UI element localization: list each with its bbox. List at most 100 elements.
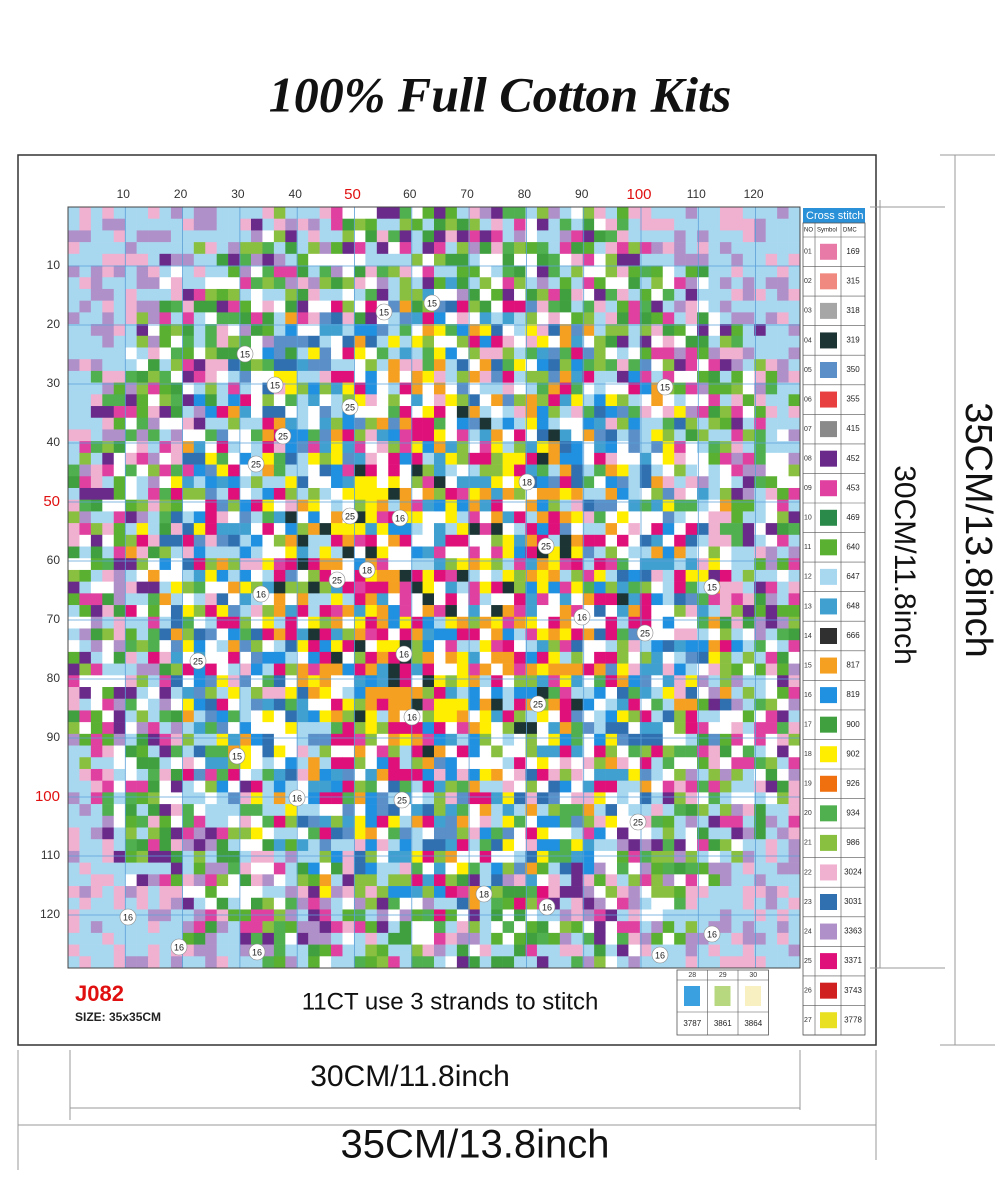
stitch-cell: [491, 464, 503, 477]
stitch-cell: [456, 628, 469, 641]
legend-no: 25: [804, 958, 812, 965]
stitch-cell: [742, 710, 755, 723]
stitch-cell: [434, 722, 446, 735]
stitch-cell: [788, 616, 801, 629]
stitch-cell: [582, 429, 595, 442]
stitch-cell: [708, 487, 721, 500]
stitch-cell: [662, 804, 675, 817]
stitch-cell: [216, 792, 229, 805]
stitch-cell: [525, 616, 538, 629]
stitch-cell: [148, 230, 160, 243]
stitch-cell: [548, 862, 561, 875]
stitch-cell: [193, 277, 206, 290]
stitch-cell: [262, 429, 275, 442]
stitch-cell: [708, 207, 721, 220]
top-tick-label: 80: [518, 187, 532, 201]
stitch-cell: [216, 722, 229, 735]
stitch-cell: [491, 815, 503, 828]
stitch-cell: [571, 862, 583, 875]
stitch-cell: [319, 546, 332, 559]
stitch-cell: [754, 956, 766, 969]
stitch-cell: [708, 558, 721, 571]
marker-circle: [538, 898, 556, 916]
stitch-cell: [594, 909, 606, 922]
stitch-cell: [445, 242, 458, 255]
stitch-cell: [697, 417, 709, 430]
stitch-cell: [331, 768, 343, 781]
stitch-cell: [353, 429, 366, 442]
stitch-cell: [651, 253, 664, 266]
stitch-cell: [674, 242, 686, 255]
stitch-cell: [491, 406, 503, 419]
stitch-cell: [548, 722, 561, 735]
stitch-cell: [296, 277, 309, 290]
stitch-cell: [719, 616, 732, 629]
stitch-cell: [159, 839, 172, 852]
stitch-cell: [685, 897, 698, 910]
stitch-cell: [639, 476, 652, 489]
stitch-cell: [273, 722, 286, 735]
stitch-cell: [582, 745, 595, 758]
stitch-cell: [754, 663, 766, 676]
stitch-cell: [708, 288, 721, 301]
marker-label: 16: [174, 942, 184, 952]
stitch-cell: [331, 452, 343, 465]
stitch-cell: [674, 370, 686, 383]
stitch-cell: [685, 230, 698, 243]
stitch-cell: [628, 476, 641, 489]
stitch-cell: [582, 827, 595, 840]
stitch-cell: [182, 862, 195, 875]
stitch-cell: [148, 710, 160, 723]
stitch-cell: [548, 370, 561, 383]
stitch-cell: [514, 288, 526, 301]
stitch-cell: [308, 827, 320, 840]
stitch-cell: [159, 909, 172, 922]
stitch-cell: [68, 593, 80, 606]
stitch-cell: [708, 757, 721, 770]
stitch-cell: [674, 616, 686, 629]
stitch-cell: [514, 429, 526, 442]
stitch-cell: [182, 523, 195, 536]
stitch-cell: [296, 394, 309, 407]
stitch-cell: [777, 663, 789, 676]
stitch-cell: [411, 839, 423, 852]
stitch-cell: [331, 757, 343, 770]
stitch-cell: [411, 932, 423, 945]
stitch-cell: [502, 897, 515, 910]
stitch-cell: [251, 569, 263, 582]
stitch-cell: [136, 312, 149, 325]
stitch-cell: [239, 207, 252, 220]
stitch-cell: [216, 921, 229, 934]
marker-label: 16: [399, 649, 409, 659]
stitch-cell: [285, 441, 298, 454]
stitch-cell: [582, 464, 595, 477]
stitch-cell: [617, 242, 629, 255]
stitch-cell: [353, 288, 366, 301]
stitch-cell: [296, 312, 309, 325]
stitch-cell: [331, 534, 343, 547]
stitch-cell: [502, 382, 515, 395]
stitch-cell: [68, 370, 80, 383]
stitch-cell: [674, 874, 686, 887]
stitch-cell: [605, 335, 618, 348]
stitch-cell: [742, 628, 755, 641]
stitch-cell: [662, 839, 675, 852]
stitch-cell: [216, 534, 229, 547]
stitch-cell: [719, 733, 732, 746]
stitch-cell: [79, 546, 92, 559]
stitch-cell: [674, 300, 686, 313]
stitch-cell: [90, 581, 103, 594]
stitch-cell: [79, 429, 92, 442]
stitch-cell: [262, 815, 275, 828]
stitch-cell: [90, 300, 103, 313]
stitch-cell: [731, 534, 744, 547]
stitch-cell: [342, 265, 355, 278]
stitch-cell: [182, 253, 195, 266]
stitch-cell: [205, 394, 217, 407]
stitch-cell: [285, 698, 298, 711]
stitch-cell: [514, 347, 526, 360]
stitch-cell: [765, 277, 778, 290]
stitch-cell: [342, 546, 355, 559]
stitch-cell: [571, 324, 583, 337]
stitch-cell: [479, 921, 492, 934]
